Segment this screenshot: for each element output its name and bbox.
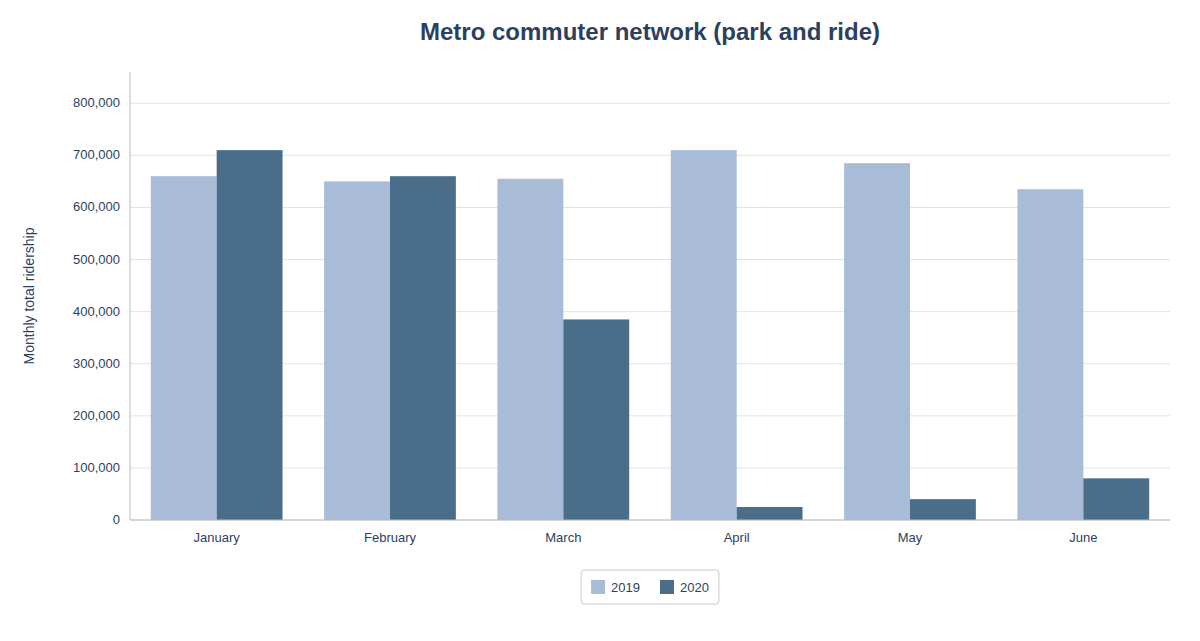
- bar: [1083, 478, 1149, 520]
- bar: [324, 181, 390, 520]
- grid: [130, 103, 1170, 520]
- bar: [844, 163, 910, 520]
- grid-line: [130, 259, 1170, 260]
- bar: [1017, 189, 1083, 520]
- bar: [737, 507, 803, 520]
- y-tick-label: 0: [113, 512, 120, 527]
- grid-line: [130, 467, 1170, 468]
- grid-line: [130, 520, 1170, 521]
- bar: [217, 150, 283, 520]
- y-axis-label: Monthly total ridership: [21, 227, 37, 364]
- x-ticks: January February March April May June: [194, 530, 1098, 545]
- y-tick-label: 500,000: [73, 252, 120, 267]
- legend-swatch: [660, 580, 674, 594]
- grid-line: [130, 207, 1170, 208]
- y-tick-label: 200,000: [73, 408, 120, 423]
- title: Metro commuter network (park and ride): [420, 18, 880, 45]
- legend-swatch: [591, 580, 605, 594]
- bar: [497, 179, 563, 520]
- grid-line: [130, 415, 1170, 416]
- legend-label: 2019: [611, 580, 640, 595]
- x-tick-label: January: [194, 530, 241, 545]
- grid-line: [130, 155, 1170, 156]
- grid-line: [130, 311, 1170, 312]
- y-tick-label: 600,000: [73, 199, 120, 214]
- legend-label: 2020: [680, 580, 709, 595]
- x-tick-label: June: [1069, 530, 1097, 545]
- y-tick-label: 800,000: [73, 95, 120, 110]
- grid-line: [130, 103, 1170, 104]
- bar: [151, 176, 217, 520]
- y-tick-label: 300,000: [73, 356, 120, 371]
- x-tick-label: February: [364, 530, 417, 545]
- bar: [390, 176, 456, 520]
- legend: 2019 2020: [581, 570, 719, 604]
- x-tick-label: May: [898, 530, 923, 545]
- x-tick-label: April: [724, 530, 750, 545]
- x-axis-line: [130, 520, 1170, 521]
- bar: [563, 319, 629, 520]
- y-tick-label: 100,000: [73, 460, 120, 475]
- grid-line: [130, 363, 1170, 364]
- y-axis-line: [130, 72, 131, 520]
- x-tick-label: March: [545, 530, 581, 545]
- y-ticks: 0 100,000 200,000 300,000 400,000 500,000 600,…: [73, 95, 120, 527]
- bar: [671, 150, 737, 520]
- bars: [151, 150, 1149, 520]
- y-tick-label: 400,000: [73, 304, 120, 319]
- bar: [910, 499, 976, 520]
- y-tick-label: 700,000: [73, 147, 120, 162]
- legend-frame: [581, 570, 719, 604]
- chart: Metro commuter network (park and ride) Mo…: [0, 0, 1200, 641]
